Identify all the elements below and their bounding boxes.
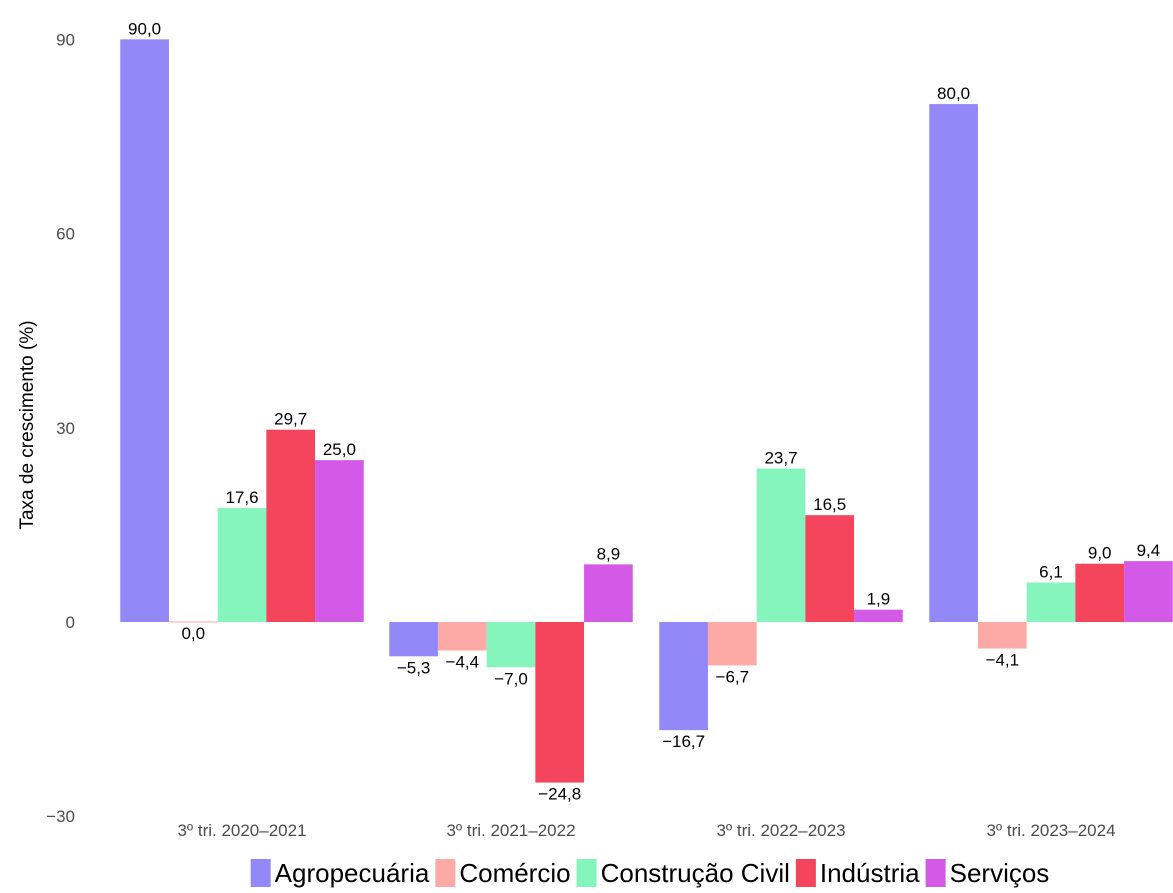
bar — [707, 622, 757, 666]
bar — [486, 622, 536, 668]
data-label: 8,9 — [597, 544, 621, 563]
legend-swatch — [435, 859, 456, 887]
data-labels: 90,0 0,0 17,6 29,7 25,0 −5,3 −4,4 −7,0 −24,8 8,9 −… — [128, 19, 1160, 803]
bar — [217, 508, 267, 622]
legend-label: Serviços — [950, 858, 1050, 888]
data-label: −4,4 — [446, 652, 480, 671]
data-label: 23,7 — [764, 449, 797, 468]
bar — [437, 622, 487, 651]
bar — [315, 460, 364, 622]
data-label: 6,1 — [1039, 563, 1063, 582]
data-label: 1,9 — [867, 590, 891, 609]
data-label: −4,1 — [986, 651, 1020, 670]
data-label: −5,3 — [397, 658, 431, 677]
legend-label: Construção Civil — [601, 858, 790, 888]
bar — [266, 429, 316, 622]
bar — [659, 622, 708, 731]
legend-label: Indústria — [820, 858, 920, 888]
data-label: 90,0 — [128, 19, 161, 38]
data-label: 80,0 — [937, 84, 970, 103]
x-tick-label: 3º tri. 2023–2024 — [986, 821, 1115, 840]
bar — [168, 621, 218, 623]
data-label: 17,6 — [225, 488, 258, 507]
x-tick-label: 3º tri. 2022–2023 — [716, 821, 845, 840]
data-label: 9,0 — [1088, 544, 1112, 563]
data-label: −24,8 — [538, 785, 581, 804]
data-label: 29,7 — [274, 410, 307, 429]
bar — [120, 39, 169, 622]
bar — [854, 609, 903, 622]
x-tick-label: 3º tri. 2021–2022 — [446, 821, 575, 840]
y-axis-ticks: −30 0 30 60 90 — [46, 30, 75, 826]
data-label: −6,7 — [716, 667, 750, 686]
y-tick-label: 90 — [56, 30, 75, 49]
y-tick-label: 0 — [66, 613, 75, 632]
y-tick-label: −30 — [46, 807, 75, 826]
x-axis-ticks: 3º tri. 2020–2021 3º tri. 2021–2022 3º tri… — [177, 821, 1115, 840]
bar — [977, 622, 1027, 649]
legend-item: Construção Civil — [576, 858, 790, 888]
data-label: −16,7 — [662, 732, 705, 751]
bar — [1124, 561, 1173, 622]
y-tick-label: 30 — [56, 419, 75, 438]
legend-item: Comércio — [435, 858, 571, 888]
data-label: −7,0 — [494, 669, 528, 688]
bars — [120, 39, 1173, 783]
legend-swatch — [576, 859, 597, 887]
bar — [389, 622, 438, 657]
bar — [805, 515, 855, 622]
legend-item: Indústria — [795, 858, 920, 888]
legend-swatch — [250, 859, 271, 887]
x-tick-label: 3º tri. 2020–2021 — [177, 821, 306, 840]
y-tick-label: 60 — [56, 225, 75, 244]
data-label: 0,0 — [181, 624, 205, 643]
data-label: 25,0 — [323, 440, 356, 459]
legend-swatch — [925, 859, 946, 887]
bar — [535, 622, 585, 783]
legend-label: Agropecuária — [275, 858, 430, 888]
legend-item: Serviços — [925, 858, 1050, 888]
bar — [584, 564, 633, 622]
bar — [1026, 582, 1076, 622]
data-label: 16,5 — [813, 495, 846, 514]
legend: Agropecuária Comércio Construção Civil Indú… — [250, 858, 1050, 888]
legend-swatch — [795, 859, 816, 887]
legend-item: Agropecuária — [250, 858, 430, 888]
bar — [756, 468, 806, 622]
legend-label: Comércio — [459, 858, 570, 888]
bar — [1075, 563, 1125, 622]
bar — [929, 104, 978, 622]
data-label: 9,4 — [1137, 541, 1161, 560]
y-axis-label: Taxa de crescimento (%) — [17, 320, 38, 529]
